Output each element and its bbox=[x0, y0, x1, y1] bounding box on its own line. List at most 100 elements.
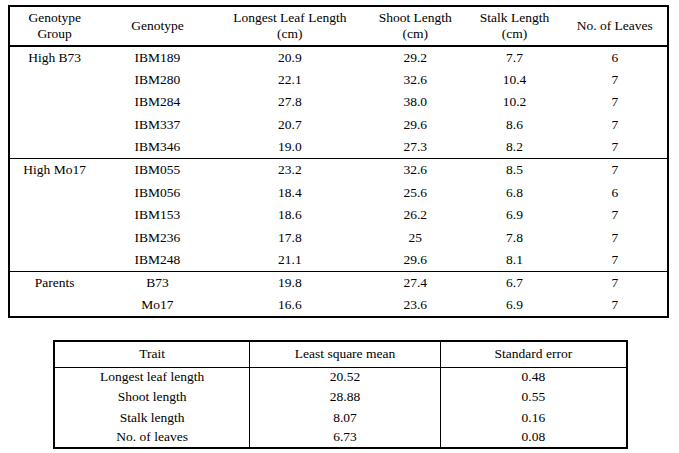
cell-leaf-length: 22.1 bbox=[216, 69, 364, 92]
document-page: GenotypeGroup Genotype Longest Leaf Leng… bbox=[0, 0, 679, 453]
cell-stalk-length: 8.5 bbox=[466, 159, 562, 182]
cell-standard-error: 0.48 bbox=[440, 367, 627, 387]
cell-shoot-length: 25 bbox=[364, 227, 466, 250]
cell-genotype: IBM337 bbox=[99, 114, 215, 137]
cell-genotype: IBM284 bbox=[99, 91, 215, 114]
cell-no-of-leaves: 7 bbox=[563, 272, 668, 295]
header-line: (cm) bbox=[277, 26, 302, 41]
header-line: Group bbox=[37, 26, 72, 41]
header-line: Genotype bbox=[131, 18, 183, 33]
cell-shoot-length: 26.2 bbox=[364, 204, 466, 227]
cell-standard-error: 0.16 bbox=[440, 408, 627, 428]
cell-genotype-group: High B73 bbox=[9, 46, 99, 69]
header-no-of-leaves: No. of Leaves bbox=[563, 6, 668, 46]
cell-stalk-length: 8.2 bbox=[466, 136, 562, 159]
cell-stalk-length: 7.8 bbox=[466, 227, 562, 250]
cell-shoot-length: 23.6 bbox=[364, 294, 466, 317]
table-row: Stalk length 8.07 0.16 bbox=[54, 408, 627, 428]
cell-no-of-leaves: 7 bbox=[563, 294, 668, 317]
cell-stalk-length: 6.9 bbox=[466, 204, 562, 227]
table-row: High Mo17 IBM055 23.2 32.6 8.5 7 bbox=[9, 159, 668, 182]
cell-genotype-group: Parents bbox=[9, 272, 99, 295]
header-line: Genotype bbox=[28, 10, 80, 25]
cell-shoot-length: 25.6 bbox=[364, 181, 466, 204]
cell-standard-error: 0.55 bbox=[440, 387, 627, 407]
header-genotype-group: GenotypeGroup bbox=[9, 6, 99, 46]
cell-genotype: B73 bbox=[99, 272, 215, 295]
cell-leaf-length: 18.4 bbox=[216, 181, 364, 204]
header-standard-error: Standard error bbox=[440, 341, 627, 367]
cell-shoot-length: 27.3 bbox=[364, 136, 466, 159]
cell-trait: No. of leaves bbox=[54, 428, 250, 448]
cell-no-of-leaves: 7 bbox=[563, 227, 668, 250]
cell-genotype: IBM055 bbox=[99, 159, 215, 182]
cell-leaf-length: 23.2 bbox=[216, 159, 364, 182]
table-row: IBM153 18.6 26.2 6.9 7 bbox=[9, 204, 668, 227]
cell-standard-error: 0.08 bbox=[440, 428, 627, 448]
header-stalk-length: Stalk Length(cm) bbox=[466, 6, 562, 46]
cell-genotype-group bbox=[9, 227, 99, 250]
header-longest-leaf-length: Longest Leaf Length(cm) bbox=[216, 6, 364, 46]
cell-genotype-group bbox=[9, 136, 99, 159]
cell-leaf-length: 18.6 bbox=[216, 204, 364, 227]
cell-shoot-length: 29.6 bbox=[364, 249, 466, 272]
header-trait: Trait bbox=[54, 341, 250, 367]
cell-least-square-mean: 6.73 bbox=[250, 428, 441, 448]
cell-genotype-group bbox=[9, 294, 99, 317]
cell-stalk-length: 7.7 bbox=[466, 46, 562, 69]
cell-shoot-length: 38.0 bbox=[364, 91, 466, 114]
cell-leaf-length: 20.9 bbox=[216, 46, 364, 69]
cell-no-of-leaves: 7 bbox=[563, 159, 668, 182]
header-line: (cm) bbox=[502, 26, 527, 41]
cell-genotype-group bbox=[9, 249, 99, 272]
cell-no-of-leaves: 7 bbox=[563, 204, 668, 227]
cell-no-of-leaves: 7 bbox=[563, 136, 668, 159]
table-row: No. of leaves 6.73 0.08 bbox=[54, 428, 627, 448]
cell-stalk-length: 6.8 bbox=[466, 181, 562, 204]
header-line: No. of Leaves bbox=[577, 18, 653, 33]
table-row: IBM056 18.4 25.6 6.8 6 bbox=[9, 181, 668, 204]
genotype-measurements-table: GenotypeGroup Genotype Longest Leaf Leng… bbox=[8, 5, 669, 318]
cell-shoot-length: 32.6 bbox=[364, 69, 466, 92]
cell-stalk-length: 6.7 bbox=[466, 272, 562, 295]
cell-stalk-length: 8.1 bbox=[466, 249, 562, 272]
cell-least-square-mean: 20.52 bbox=[250, 367, 441, 387]
table-row: Mo17 16.6 23.6 6.9 7 bbox=[9, 294, 668, 317]
cell-genotype: IBM280 bbox=[99, 69, 215, 92]
cell-no-of-leaves: 7 bbox=[563, 249, 668, 272]
cell-genotype: Mo17 bbox=[99, 294, 215, 317]
table-row: Longest leaf length 20.52 0.48 bbox=[54, 367, 627, 387]
cell-shoot-length: 32.6 bbox=[364, 159, 466, 182]
cell-stalk-length: 10.4 bbox=[466, 69, 562, 92]
cell-trait: Longest leaf length bbox=[54, 367, 250, 387]
header-genotype: Genotype bbox=[99, 6, 215, 46]
cell-no-of-leaves: 7 bbox=[563, 69, 668, 92]
cell-leaf-length: 19.8 bbox=[216, 272, 364, 295]
header-line: Longest Leaf Length bbox=[233, 10, 346, 25]
cell-leaf-length: 19.0 bbox=[216, 136, 364, 159]
cell-genotype-group bbox=[9, 91, 99, 114]
cell-no-of-leaves: 6 bbox=[563, 181, 668, 204]
table-row: IBM337 20.7 29.6 8.6 7 bbox=[9, 114, 668, 137]
cell-genotype-group: High Mo17 bbox=[9, 159, 99, 182]
cell-shoot-length: 29.2 bbox=[364, 46, 466, 69]
table-row: IBM346 19.0 27.3 8.2 7 bbox=[9, 136, 668, 159]
cell-leaf-length: 20.7 bbox=[216, 114, 364, 137]
header-line: Shoot Length bbox=[379, 10, 452, 25]
cell-leaf-length: 17.8 bbox=[216, 227, 364, 250]
cell-no-of-leaves: 7 bbox=[563, 114, 668, 137]
cell-shoot-length: 29.6 bbox=[364, 114, 466, 137]
cell-genotype-group bbox=[9, 204, 99, 227]
cell-least-square-mean: 8.07 bbox=[250, 408, 441, 428]
table-row: IBM248 21.1 29.6 8.1 7 bbox=[9, 249, 668, 272]
cell-stalk-length: 8.6 bbox=[466, 114, 562, 137]
cell-stalk-length: 6.9 bbox=[466, 294, 562, 317]
cell-least-square-mean: 28.88 bbox=[250, 387, 441, 407]
cell-no-of-leaves: 7 bbox=[563, 91, 668, 114]
cell-no-of-leaves: 6 bbox=[563, 46, 668, 69]
header-shoot-length: Shoot Length(cm) bbox=[364, 6, 466, 46]
cell-genotype: IBM189 bbox=[99, 46, 215, 69]
table-row: Shoot length 28.88 0.55 bbox=[54, 387, 627, 407]
cell-genotype: IBM153 bbox=[99, 204, 215, 227]
header-line: Stalk Length bbox=[480, 10, 549, 25]
